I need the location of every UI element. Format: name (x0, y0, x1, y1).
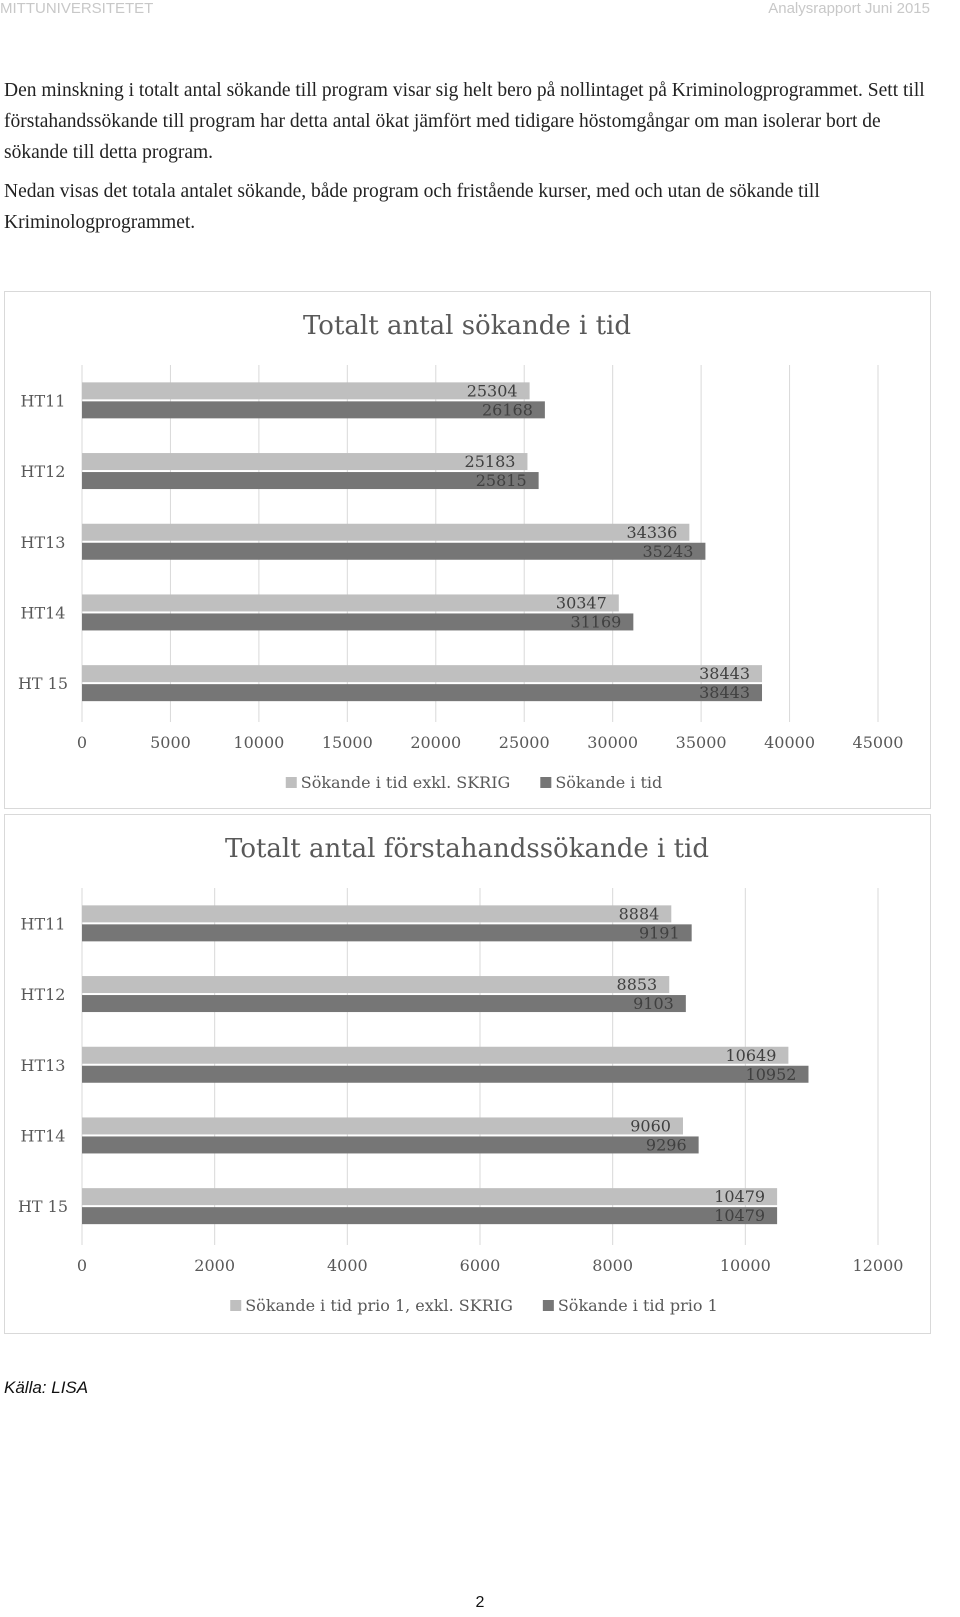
data-label: 25304 (467, 381, 518, 400)
bar-series-2 (82, 1207, 778, 1225)
legend-swatch (230, 1300, 242, 1311)
data-label: 8853 (617, 975, 658, 994)
x-tick-label: 25000 (499, 733, 550, 752)
x-tick-label: 8000 (592, 1256, 633, 1275)
x-tick-label: 4000 (327, 1256, 368, 1275)
data-label: 38443 (699, 664, 750, 683)
x-tick-label: 40000 (764, 733, 815, 752)
x-tick-label: 12000 (853, 1256, 904, 1275)
bar-series-2 (82, 613, 634, 631)
data-label: 10479 (714, 1206, 765, 1225)
data-label: 25183 (465, 452, 516, 471)
category-label: HT14 (21, 1126, 66, 1145)
legend-label: Sökande i tid prio 1 (558, 1296, 718, 1315)
x-tick-label: 35000 (676, 733, 727, 752)
category-label: HT14 (21, 603, 66, 622)
bar-series-2 (82, 472, 539, 490)
x-tick-label: 10000 (720, 1256, 771, 1275)
bar-series-2 (82, 995, 686, 1013)
data-label: 30347 (556, 593, 607, 612)
data-label: 9296 (646, 1135, 687, 1154)
category-label: HT13 (21, 1056, 66, 1075)
header-org-name: MITTUNIVERSITETET (0, 0, 154, 17)
category-label: HT13 (21, 533, 66, 552)
category-label: HT12 (21, 985, 66, 1004)
bar-series-2 (82, 684, 763, 702)
x-tick-label: 5000 (150, 733, 191, 752)
legend-swatch (542, 1300, 554, 1311)
category-label: HT11 (21, 914, 66, 933)
bar-series-2 (82, 1136, 699, 1154)
category-label: HT 15 (18, 1197, 68, 1216)
bar-series-1 (82, 594, 619, 612)
data-label: 35243 (643, 542, 694, 561)
x-tick-label: 0 (77, 1256, 87, 1275)
bar-series-1 (82, 905, 672, 923)
bar-series-2 (82, 924, 692, 942)
legend-label: Sökande i tid prio 1, exkl. SKRIG (245, 1296, 513, 1315)
bar-series-1 (82, 453, 528, 471)
bar-series-2 (82, 1065, 809, 1083)
data-label: 9103 (633, 994, 674, 1013)
chart-title: Totalt antal förstahandssökande i tid (225, 834, 709, 864)
x-tick-label: 6000 (460, 1256, 501, 1275)
data-label: 9191 (639, 923, 680, 942)
chart-first-choice-applicants-svg: Totalt antal förstahandssökande i tid 0 20… (18, 834, 904, 1315)
legend-swatch (540, 777, 552, 788)
x-tick-label: 30000 (587, 733, 638, 752)
bar-series-1 (82, 1117, 683, 1135)
data-label: 10649 (725, 1046, 776, 1065)
bar-series-1 (82, 523, 690, 541)
category-label: HT11 (21, 391, 66, 410)
x-tick-label: 45000 (853, 733, 904, 752)
category-label: HT12 (21, 462, 66, 481)
x-tick-label: 2000 (194, 1256, 235, 1275)
data-label: 26168 (482, 400, 533, 419)
x-tick-label: 15000 (322, 733, 373, 752)
chart-total-applicants-svg: Totalt antal sökande i tid 0 5000 10000 1500… (18, 311, 904, 792)
bar-series-2 (82, 542, 706, 560)
data-label: 38443 (699, 683, 750, 702)
x-tick-label: 10000 (233, 733, 284, 752)
bar-series-1 (82, 665, 763, 683)
data-label: 8884 (619, 904, 660, 923)
chart-title: Totalt antal sökande i tid (303, 311, 631, 341)
x-tick-label: 20000 (410, 733, 461, 752)
legend-label: Sökande i tid exkl. SKRIG (301, 773, 511, 792)
data-label: 25815 (476, 471, 527, 490)
bar-series-2 (82, 401, 545, 419)
page-number: 2 (475, 1594, 485, 1611)
bar-series-1 (82, 382, 530, 400)
data-label: 10479 (714, 1187, 765, 1206)
source-note: Källa: LISA (4, 1378, 89, 1397)
data-label: 34336 (626, 523, 677, 542)
body-paragraph-2: Nedan visas det totala antalet sökande, … (4, 181, 820, 233)
legend-label: Sökande i tid (555, 773, 662, 792)
bar-series-1 (82, 1046, 789, 1064)
data-label: 31169 (570, 612, 621, 631)
chart-first-choice-applicants: Totalt antal förstahandssökande i tid 0 20… (4, 814, 931, 1334)
data-label: 9060 (630, 1116, 671, 1135)
x-tick-label: 0 (77, 733, 87, 752)
chart-total-applicants: Totalt antal sökande i tid 0 5000 10000 1500… (4, 291, 931, 809)
bar-series-1 (82, 1188, 778, 1206)
body-paragraph-1: Den minskning i totalt antal sökande til… (4, 80, 925, 163)
legend-swatch (285, 777, 297, 788)
data-label: 10952 (746, 1065, 797, 1084)
category-label: HT 15 (18, 674, 68, 693)
header-report-title: Analysrapport Juni 2015 (768, 0, 930, 17)
bar-series-1 (82, 976, 670, 994)
